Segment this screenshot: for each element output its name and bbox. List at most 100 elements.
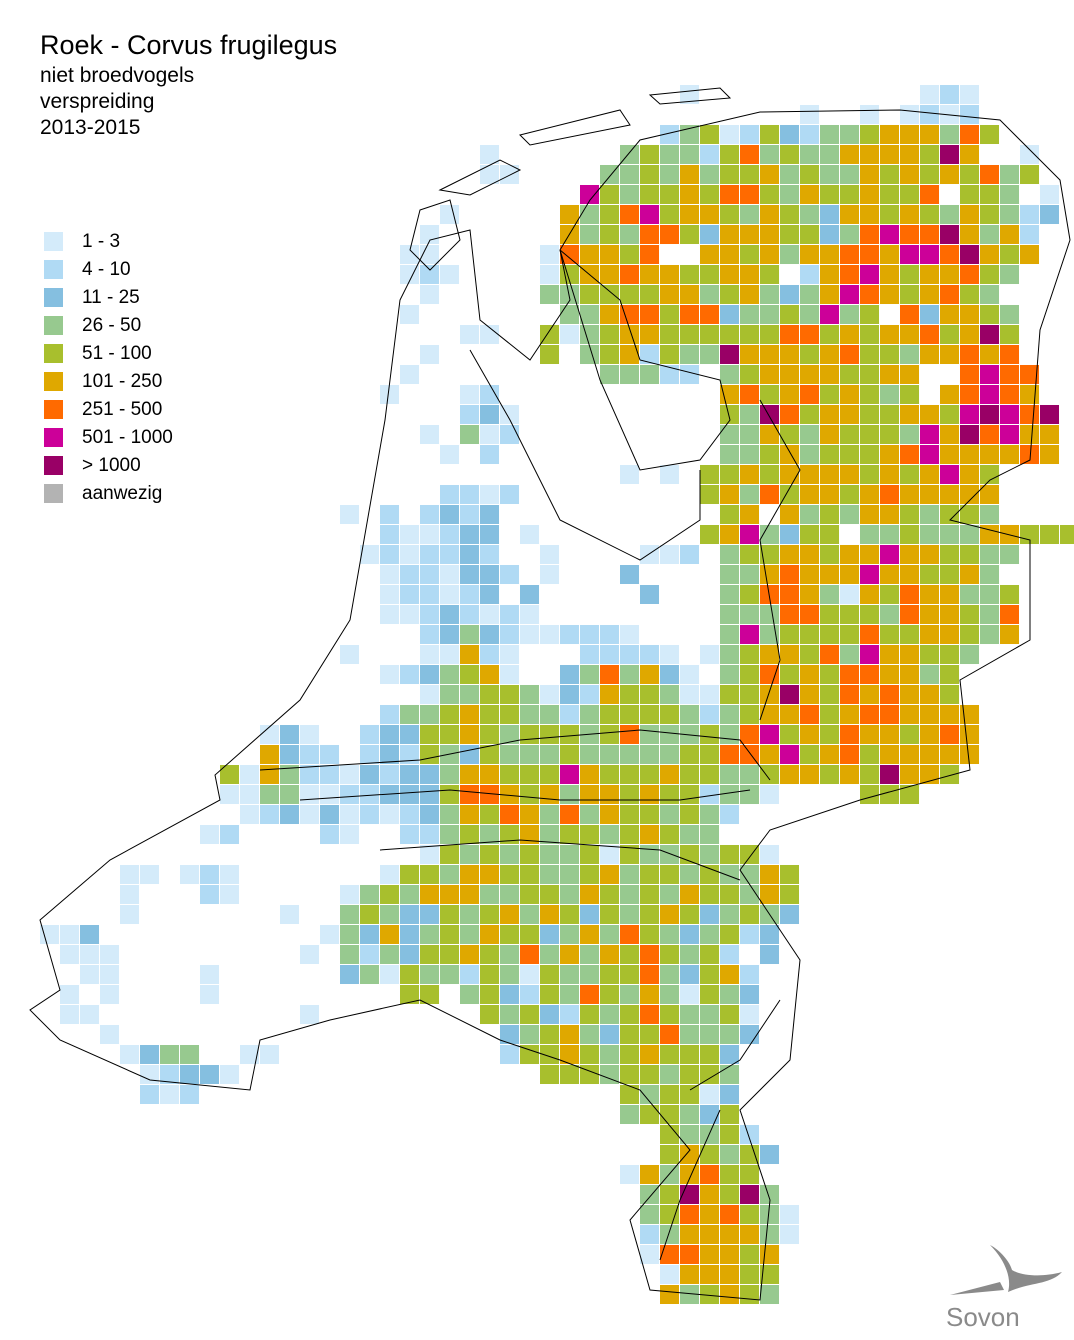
grid-cell xyxy=(420,885,439,904)
grid-cell xyxy=(980,525,999,544)
grid-cell xyxy=(420,745,439,764)
grid-cell xyxy=(720,505,739,524)
grid-cell xyxy=(700,1185,719,1204)
grid-cell xyxy=(580,345,599,364)
grid-cell xyxy=(880,345,899,364)
grid-cell xyxy=(940,405,959,424)
grid-cell xyxy=(920,85,939,104)
grid-cell xyxy=(820,625,839,644)
grid-cell xyxy=(600,665,619,684)
grid-cell xyxy=(960,345,979,364)
grid-cell xyxy=(760,205,779,224)
grid-cell xyxy=(1000,605,1019,624)
grid-cell xyxy=(620,905,639,924)
grid-cell xyxy=(360,545,379,564)
grid-cell xyxy=(580,785,599,804)
grid-cell xyxy=(660,1125,679,1144)
grid-cell xyxy=(900,265,919,284)
grid-cell xyxy=(460,425,479,444)
grid-cell xyxy=(660,1085,679,1104)
grid-cell xyxy=(760,665,779,684)
grid-cell xyxy=(700,225,719,244)
grid-cell xyxy=(800,505,819,524)
grid-cell xyxy=(880,665,899,684)
grid-cell xyxy=(640,745,659,764)
grid-cell xyxy=(280,725,299,744)
grid-cell xyxy=(680,765,699,784)
grid-cell xyxy=(940,305,959,324)
grid-cell xyxy=(680,705,699,724)
grid-cell xyxy=(920,525,939,544)
grid-cell xyxy=(440,865,459,884)
grid-cell xyxy=(540,865,559,884)
grid-cell xyxy=(660,285,679,304)
grid-cell xyxy=(500,865,519,884)
grid-cell xyxy=(620,645,639,664)
legend-label: 26 - 50 xyxy=(82,315,141,336)
legend-swatch xyxy=(44,372,63,391)
grid-cell xyxy=(700,645,719,664)
grid-cell xyxy=(580,865,599,884)
grid-cell xyxy=(840,585,859,604)
grid-cell xyxy=(760,705,779,724)
grid-cell xyxy=(740,905,759,924)
grid-cell xyxy=(460,965,479,984)
grid-cell xyxy=(580,205,599,224)
grid-cell xyxy=(740,445,759,464)
grid-cell xyxy=(620,1045,639,1064)
grid-cell xyxy=(880,265,899,284)
grid-cell xyxy=(920,225,939,244)
grid-cell xyxy=(740,125,759,144)
grid-cell xyxy=(920,725,939,744)
grid-cell xyxy=(700,805,719,824)
grid-cell xyxy=(940,85,959,104)
grid-cell xyxy=(500,785,519,804)
grid-cell xyxy=(620,345,639,364)
grid-cell xyxy=(920,485,939,504)
grid-cell xyxy=(440,665,459,684)
grid-cell xyxy=(600,625,619,644)
grid-cell xyxy=(900,445,919,464)
grid-cell xyxy=(580,925,599,944)
grid-cell xyxy=(560,665,579,684)
grid-cell xyxy=(620,845,639,864)
grid-cell xyxy=(1000,625,1019,644)
grid-cell xyxy=(640,1025,659,1044)
grid-cell xyxy=(480,745,499,764)
grid-cell xyxy=(740,1165,759,1184)
grid-cell xyxy=(760,1285,779,1304)
grid-cell xyxy=(540,625,559,644)
grid-cell xyxy=(540,765,559,784)
grid-cell xyxy=(960,125,979,144)
legend-swatch xyxy=(44,344,63,363)
grid-cell xyxy=(1040,445,1059,464)
grid-cell xyxy=(860,165,879,184)
grid-cell xyxy=(880,745,899,764)
grid-cell xyxy=(900,325,919,344)
grid-cell xyxy=(840,225,859,244)
grid-cell xyxy=(680,165,699,184)
grid-cell xyxy=(720,1145,739,1164)
grid-cell xyxy=(400,665,419,684)
grid-cell xyxy=(380,565,399,584)
grid-cell xyxy=(240,785,259,804)
grid-cell xyxy=(920,145,939,164)
grid-cell xyxy=(640,325,659,344)
grid-cell xyxy=(540,1065,559,1084)
grid-cell xyxy=(760,605,779,624)
grid-cell xyxy=(840,205,859,224)
grid-cell xyxy=(740,965,759,984)
grid-cell xyxy=(660,1145,679,1164)
grid-cell xyxy=(660,545,679,564)
grid-cell xyxy=(380,965,399,984)
grid-cell xyxy=(540,345,559,364)
grid-cell xyxy=(780,225,799,244)
grid-cell xyxy=(460,885,479,904)
grid-cell xyxy=(780,745,799,764)
grid-cell xyxy=(260,1045,279,1064)
grid-cell xyxy=(620,225,639,244)
grid-cell xyxy=(500,925,519,944)
grid-cell xyxy=(660,1065,679,1084)
grid-cell xyxy=(500,965,519,984)
grid-cell xyxy=(1000,165,1019,184)
